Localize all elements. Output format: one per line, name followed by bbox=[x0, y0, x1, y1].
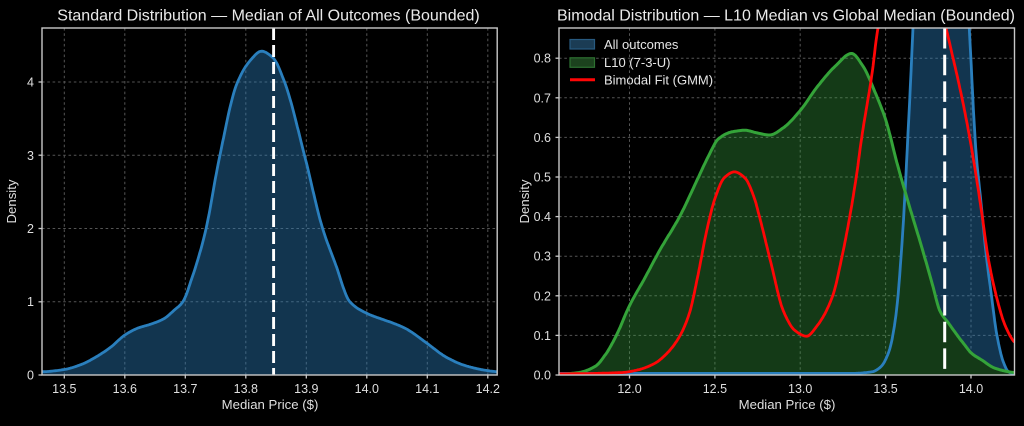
svg-text:0.0: 0.0 bbox=[534, 369, 551, 383]
svg-text:0.2: 0.2 bbox=[534, 289, 551, 303]
svg-text:0.5: 0.5 bbox=[534, 171, 551, 185]
svg-text:14.0: 14.0 bbox=[959, 382, 983, 396]
svg-text:0.3: 0.3 bbox=[534, 250, 551, 264]
svg-text:Bimodal Fit (GMM): Bimodal Fit (GMM) bbox=[604, 72, 713, 87]
svg-text:12.5: 12.5 bbox=[703, 382, 727, 396]
svg-text:0.8: 0.8 bbox=[534, 52, 551, 66]
svg-text:L10 (7-3-U): L10 (7-3-U) bbox=[604, 55, 670, 70]
svg-text:14.1: 14.1 bbox=[415, 382, 439, 396]
svg-text:13.8: 13.8 bbox=[234, 382, 258, 396]
svg-text:13.6: 13.6 bbox=[113, 382, 137, 396]
svg-text:Standard Distribution — Median: Standard Distribution — Median of All Ou… bbox=[57, 8, 479, 25]
svg-text:1: 1 bbox=[27, 295, 34, 309]
svg-text:4: 4 bbox=[27, 76, 34, 90]
svg-text:Median Price ($): Median Price ($) bbox=[739, 397, 836, 412]
svg-text:3: 3 bbox=[27, 149, 34, 163]
svg-text:0.7: 0.7 bbox=[534, 91, 551, 105]
svg-text:All outcomes: All outcomes bbox=[604, 37, 679, 52]
svg-text:12.0: 12.0 bbox=[617, 382, 641, 396]
svg-text:0.6: 0.6 bbox=[534, 131, 551, 145]
svg-text:Density: Density bbox=[4, 179, 19, 223]
svg-text:13.9: 13.9 bbox=[294, 382, 318, 396]
svg-text:2: 2 bbox=[27, 222, 34, 236]
svg-text:13.0: 13.0 bbox=[788, 382, 812, 396]
svg-text:14.0: 14.0 bbox=[355, 382, 379, 396]
svg-text:13.5: 13.5 bbox=[873, 382, 897, 396]
svg-text:0.4: 0.4 bbox=[534, 210, 551, 224]
svg-text:14.2: 14.2 bbox=[476, 382, 500, 396]
svg-text:Density: Density bbox=[517, 179, 532, 223]
svg-text:0.1: 0.1 bbox=[534, 329, 551, 343]
svg-text:Median Price ($): Median Price ($) bbox=[222, 397, 319, 412]
svg-text:Bimodal Distribution — L10 Med: Bimodal Distribution — L10 Median vs Glo… bbox=[557, 8, 1015, 25]
svg-text:13.5: 13.5 bbox=[52, 382, 76, 396]
svg-text:13.7: 13.7 bbox=[173, 382, 197, 396]
svg-text:0: 0 bbox=[27, 369, 34, 383]
